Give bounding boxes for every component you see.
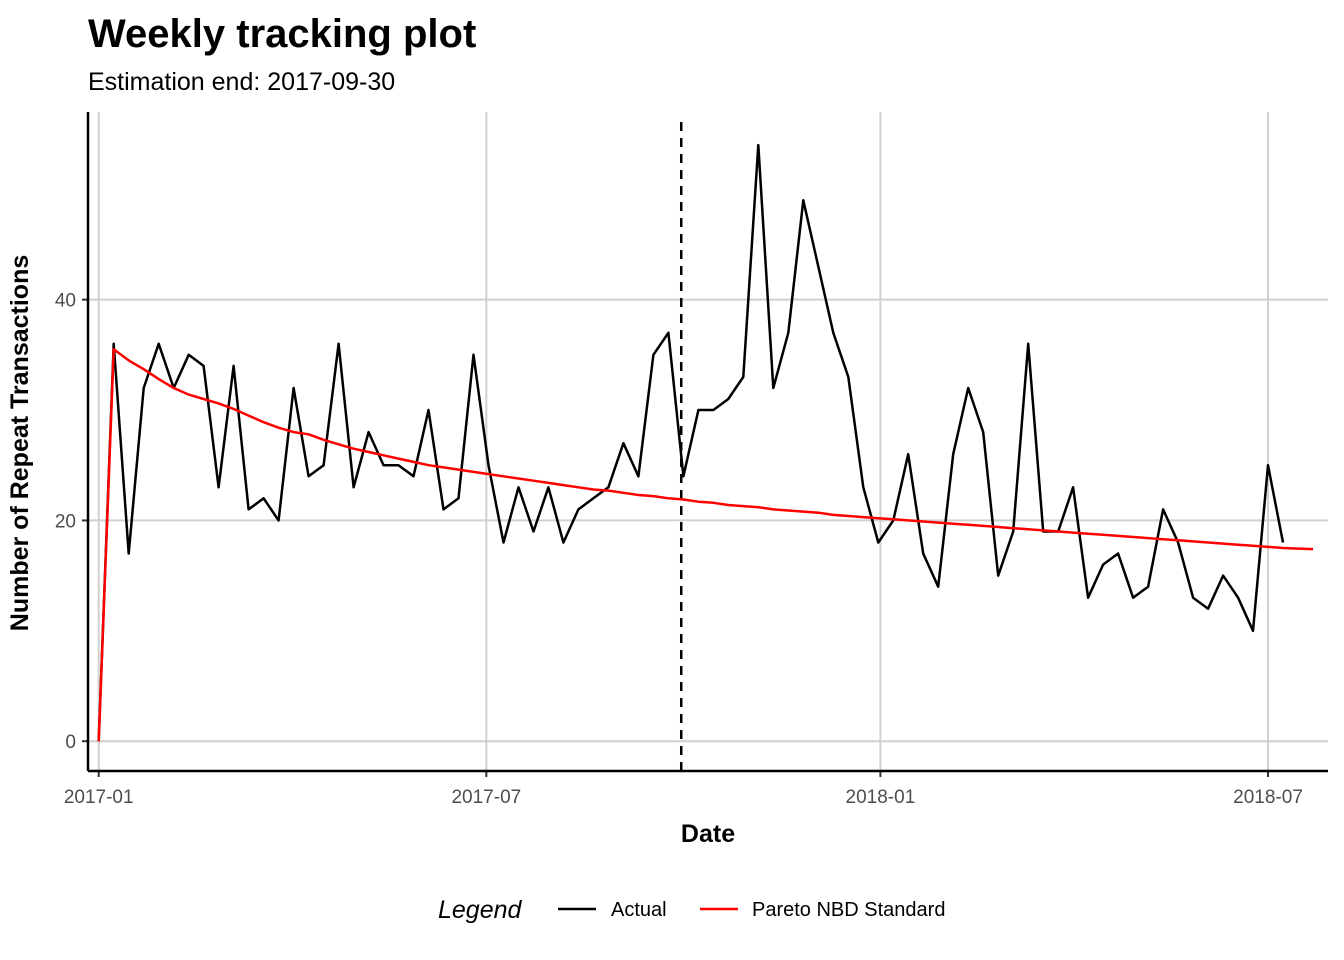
x-tick-label-3: 2018-07 [1233, 787, 1303, 808]
x-tick-label-1: 2017-07 [451, 787, 521, 808]
y-tick-label-2: 40 [55, 291, 76, 312]
chart-subtitle: Estimation end: 2017-09-30 [88, 68, 395, 96]
series-layer [97, 143, 1314, 742]
legend-label-pareto-nbd: Pareto NBD Standard [752, 899, 945, 921]
series-line-pareto-nbd-standard [97, 348, 1314, 742]
x-axis-title: Date [681, 820, 735, 848]
legend-label-actual: Actual [611, 899, 667, 921]
legend: Legend Actual Pareto NBD Standard [438, 896, 945, 924]
series-line-actual [97, 143, 1285, 742]
y-tick-label-1: 20 [55, 511, 76, 532]
chart-title: Weekly tracking plot [88, 12, 476, 56]
y-tick-label-0: 0 [65, 732, 76, 753]
gridlines [88, 112, 1328, 771]
x-tick-label-2: 2018-01 [846, 787, 916, 808]
legend-title: Legend [438, 896, 523, 924]
axes: 0 20 40 2017-01 2017-07 2018-01 2018-07 [55, 112, 1328, 808]
y-axis-title: Number of Repeat Transactions [6, 255, 34, 631]
x-tick-label-0: 2017-01 [64, 787, 134, 808]
